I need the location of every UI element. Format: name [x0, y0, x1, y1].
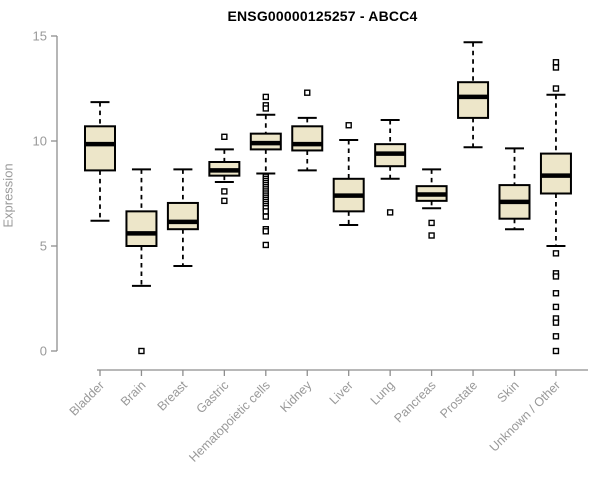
outlier-marker [552, 85, 560, 92]
outlier-marker [428, 219, 435, 227]
box-hematopoietic-cells [249, 93, 282, 249]
outlier-marker [262, 105, 269, 112]
outlier-marker [386, 209, 394, 216]
outlier-marker [552, 250, 560, 257]
outlier-marker [262, 213, 269, 220]
y-tick-label: 5 [40, 239, 47, 254]
outlier-marker [552, 273, 560, 280]
outlier-marker [552, 64, 560, 71]
outlier-marker [345, 122, 352, 129]
box-bladder [84, 101, 116, 222]
outlier-marker [552, 290, 560, 297]
y-axis: 0 5 10 15 [33, 29, 58, 359]
outlier-marker [262, 208, 269, 215]
box-liver [332, 122, 365, 226]
box-gastric [208, 133, 241, 205]
x-category-label: Unknown / Other [487, 378, 563, 454]
x-category-label: Prostate [437, 378, 480, 421]
x-category-label: Brain [118, 378, 149, 409]
y-tick-label: 15 [33, 29, 47, 44]
outlier-marker [552, 303, 560, 311]
iqr-box [125, 210, 158, 248]
outlier-marker [262, 93, 269, 101]
x-category-label: Bladder [67, 378, 107, 418]
outlier-marker [552, 347, 560, 355]
iqr-box [291, 125, 324, 152]
iqr-box [166, 201, 199, 231]
outlier-marker [138, 347, 145, 355]
chart-title: ENSG00000125257 - ABCC4 [227, 8, 418, 24]
iqr-box [457, 81, 490, 119]
x-category-label: Lung [368, 378, 398, 408]
outlier-marker [304, 89, 311, 96]
box-unknown-other [539, 59, 572, 355]
outlier-marker [428, 232, 435, 239]
outlier-marker [552, 319, 560, 326]
iqr-box [84, 125, 116, 172]
box-prostate [457, 41, 490, 149]
x-category-label: Skin [495, 378, 522, 405]
outlier-marker [552, 333, 560, 340]
x-category-label: Gastric [194, 378, 232, 416]
x-category-label: Liver [327, 378, 356, 407]
y-tick-label: 10 [33, 134, 47, 149]
outlier-marker [221, 188, 228, 195]
x-category-label: Hematopoietic cells [186, 378, 273, 465]
y-tick-label: 0 [40, 344, 47, 359]
x-category-label: Kidney [277, 378, 314, 415]
x-category-label: Breast [155, 378, 191, 414]
outlier-marker [221, 133, 228, 141]
box-lung [374, 119, 407, 216]
box-skin [498, 147, 531, 231]
box-pancreas [415, 168, 448, 239]
outlier-marker [262, 241, 269, 249]
outlier-marker [552, 59, 560, 66]
box-breast [166, 168, 199, 267]
outlier-marker [262, 228, 269, 235]
box-kidney [291, 89, 324, 172]
box-brain [125, 168, 158, 355]
x-category-label: Pancreas [391, 378, 438, 425]
outlier-marker [221, 197, 228, 205]
